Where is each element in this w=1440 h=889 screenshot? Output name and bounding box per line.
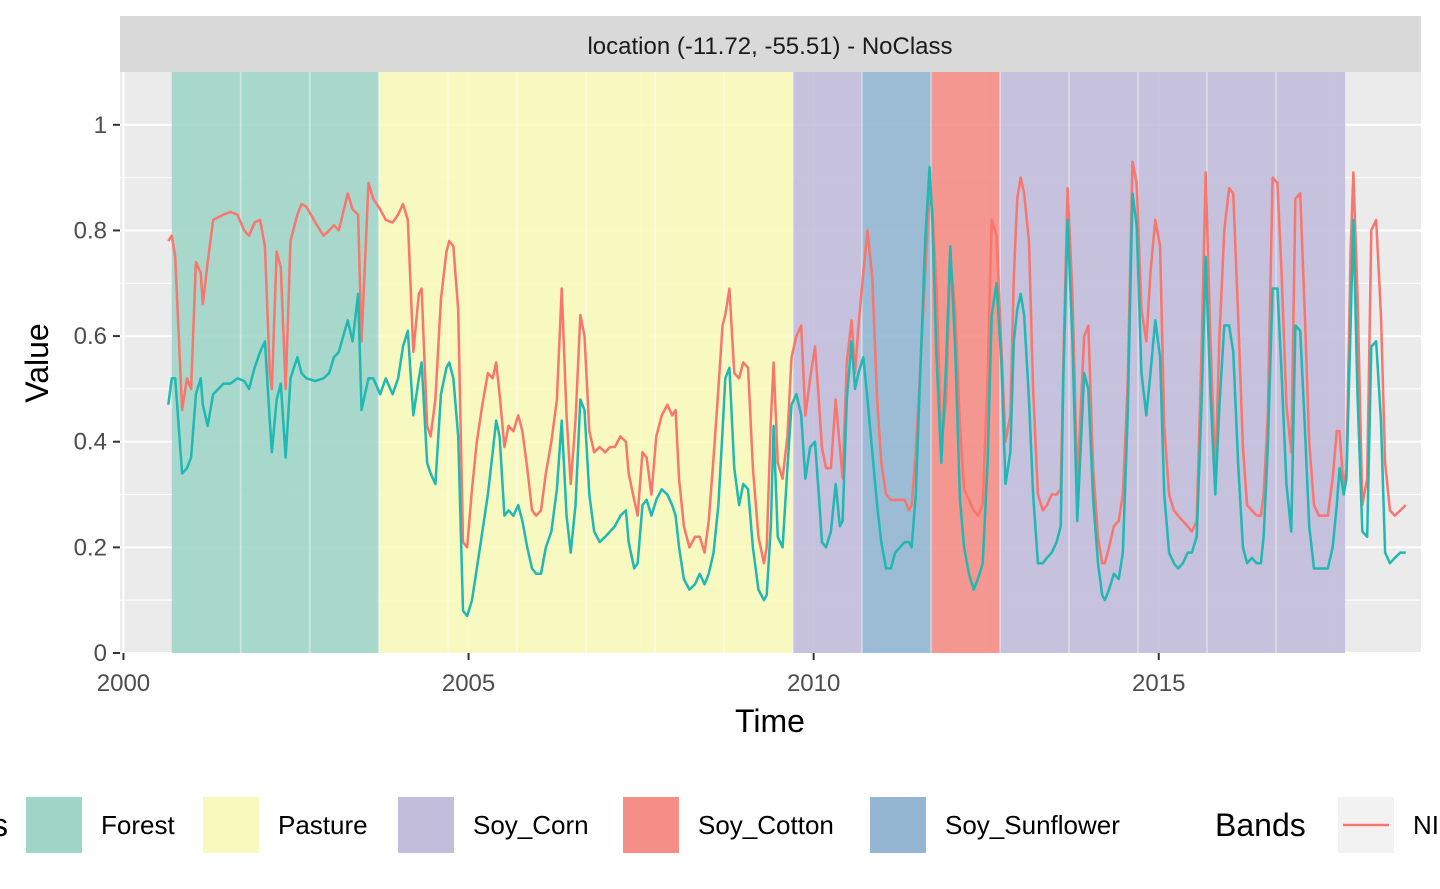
legend-item-forest: Forest [26, 797, 175, 853]
x-axis: 2000 2005 2010 2015 [97, 653, 1185, 697]
class-band-soy-corn [1069, 72, 1139, 653]
y-axis-title: Value [19, 323, 55, 402]
legend-label-forest: Forest [101, 810, 175, 840]
legend-key-soy-sunflower [870, 797, 926, 853]
class-bands [171, 72, 1346, 653]
y-axis: 0 0.2 0.4 0.6 0.8 1 [74, 112, 120, 667]
y-tick-label: 1 [94, 112, 107, 139]
legend-key-pasture [203, 797, 259, 853]
y-tick-label: 0.8 [74, 217, 107, 244]
facet-label: location (-11.72, -55.51) - NoClass [587, 33, 952, 60]
class-band-pasture [654, 72, 724, 653]
y-tick-label: 0.4 [74, 429, 107, 456]
class-band-soy-corn [1207, 72, 1277, 653]
class-band-pasture [585, 72, 655, 653]
facet-strip [120, 16, 1421, 72]
class-band-pasture [516, 72, 586, 653]
legend-label-soy-cotton: Soy_Cotton [698, 810, 834, 840]
x-axis-title: Time [735, 703, 805, 739]
legend-item-soy-sunflower: Soy_Sunflower [870, 797, 1120, 853]
y-tick-label: 0.6 [74, 323, 107, 350]
legend-key-forest [26, 797, 82, 853]
legend-key-soy-cotton [623, 797, 679, 853]
legend-label-soy-corn: Soy_Corn [473, 810, 589, 840]
y-tick-label: 0 [94, 640, 107, 667]
legend: s Forest Pasture Soy_Corn Soy_Cotton Soy… [0, 797, 1439, 853]
class-band-forest [171, 72, 241, 653]
class-band-pasture [723, 72, 793, 653]
series-lines [167, 160, 1407, 618]
legend-label-soy-sunflower: Soy_Sunflower [945, 810, 1120, 840]
x-tick-label: 2000 [97, 670, 150, 697]
series-line-ndvi [167, 160, 1407, 565]
legend-label-pasture: Pasture [278, 810, 368, 840]
legend-item-soy-corn: Soy_Corn [398, 797, 589, 853]
x-tick-label: 2005 [442, 670, 495, 697]
legend-classes-title-fragment: s [0, 807, 8, 843]
legend-item-soy-cotton: Soy_Cotton [623, 797, 834, 853]
class-band-soy-corn [1138, 72, 1208, 653]
legend-bands-title: Bands [1215, 807, 1306, 843]
class-band-soy-corn [1276, 72, 1346, 653]
series-line-evi [167, 165, 1406, 618]
legend-label-bands-fragment: NI [1413, 810, 1439, 840]
y-tick-label: 0.2 [74, 534, 107, 561]
x-tick-label: 2015 [1132, 670, 1185, 697]
legend-key-soy-corn [398, 797, 454, 853]
class-band-forest [309, 72, 379, 653]
x-tick-label: 2010 [787, 670, 840, 697]
class-band-soy-corn [999, 72, 1070, 653]
legend-item-pasture: Pasture [203, 797, 368, 853]
